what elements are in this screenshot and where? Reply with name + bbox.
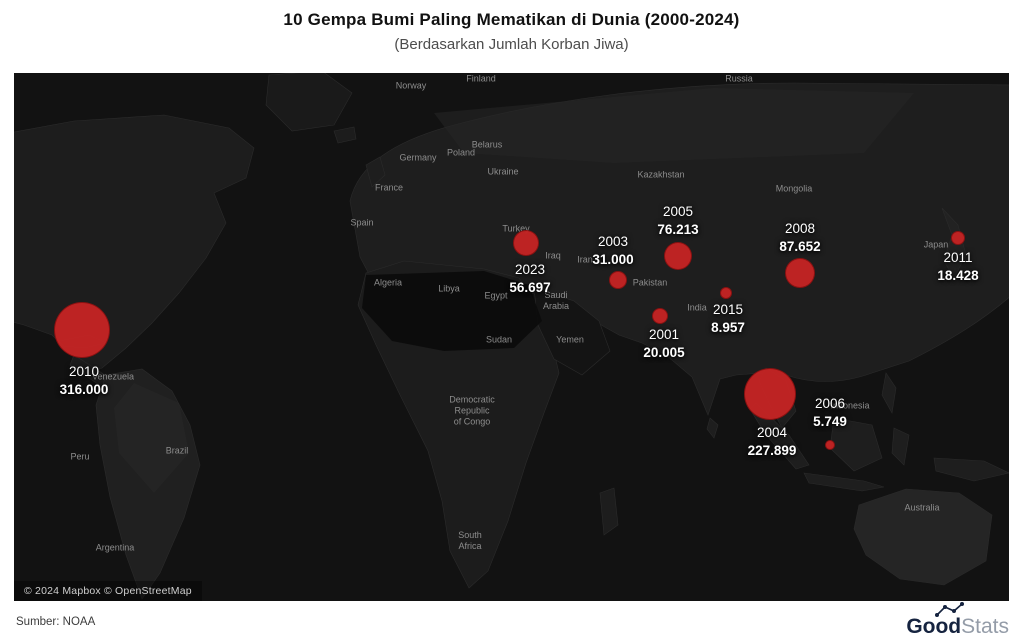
page-subtitle: (Berdasarkan Jumlah Korban Jiwa)	[394, 36, 629, 53]
terrain-shade-brazil	[114, 383, 189, 493]
landmass-new-guinea	[933, 457, 1009, 482]
terrain-shade-sahara	[362, 271, 542, 351]
quake-deaths: 87.652	[779, 239, 821, 254]
terrain-shade-russia	[434, 88, 914, 163]
landmass-sri-lanka	[706, 417, 719, 439]
landmass-greenland	[265, 73, 353, 132]
bubble-layer: 2010 316.000 2023 56.697 2003 31.000 2005 76.21…	[14, 73, 1009, 601]
goodstats-chart-icon	[935, 602, 965, 623]
landmass-madagascar	[599, 487, 619, 536]
quake-bubble-2005[interactable]	[664, 242, 692, 270]
quake-bubble-2008[interactable]	[785, 258, 815, 288]
quake-bubble-2015[interactable]	[720, 287, 732, 299]
landmass-philippines	[881, 372, 897, 414]
landmass-iceland	[333, 126, 357, 144]
landmass-uk	[365, 156, 386, 188]
quake-deaths: 18.428	[937, 268, 979, 283]
landmass-sulawesi	[891, 427, 910, 466]
quake-bubble-2010[interactable]	[54, 302, 110, 358]
world-map-svg	[14, 73, 1009, 601]
landmass-australia	[853, 488, 993, 586]
landmass-south-america	[95, 368, 201, 600]
quake-bubble-2023[interactable]	[513, 230, 539, 256]
landmass-arabia	[533, 287, 611, 376]
quake-label-2001: 2001 20.005	[643, 326, 684, 362]
quake-bubble-2003[interactable]	[609, 271, 627, 289]
quake-label-2011: 2011 18.428	[937, 249, 978, 285]
quake-bubble-2006[interactable]	[825, 440, 835, 450]
quake-label-2008: 2008 87.652	[779, 220, 820, 256]
data-source: Sumber: NOAA	[16, 616, 96, 628]
quake-deaths: 20.005	[643, 345, 685, 360]
quake-year: 2001	[648, 327, 680, 342]
quake-deaths: 227.899	[747, 443, 797, 458]
world-map[interactable]: Norway Finland Russia Germany Poland Belarus U…	[14, 73, 1009, 601]
quake-deaths: 5.749	[813, 414, 847, 429]
quake-label-2015: 2015 8.957	[711, 301, 745, 337]
goodstats-logo: GoodStats	[879, 600, 1009, 640]
quake-year: 2015	[712, 302, 744, 317]
brand-stats: Stats	[961, 615, 1009, 638]
map-attribution[interactable]: © 2024 Mapbox © OpenStreetMap	[14, 581, 202, 601]
goodstats-wordmark: GoodStats	[906, 616, 1009, 638]
quake-deaths: 56.697	[509, 280, 551, 295]
quake-deaths: 76.213	[657, 222, 699, 237]
quake-bubble-2011[interactable]	[951, 231, 965, 245]
chart-header: 10 Gempa Bumi Paling Mematikan di Dunia …	[0, 10, 1023, 53]
quake-label-2023: 2023 56.697	[509, 261, 550, 297]
quake-label-2003: 2003 31.000	[592, 233, 633, 269]
quake-deaths: 8.957	[711, 320, 745, 335]
quake-year: 2006	[814, 396, 846, 411]
quake-year: 2011	[943, 250, 973, 265]
quake-bubble-2004[interactable]	[744, 368, 796, 420]
quake-bubble-2001[interactable]	[652, 308, 668, 324]
quake-year: 2003	[597, 234, 629, 249]
landmass-java	[803, 472, 885, 492]
quake-deaths: 316.000	[59, 382, 109, 397]
quake-label-2005: 2005 76.213	[657, 203, 698, 239]
quake-year: 2023	[514, 262, 546, 277]
quake-year: 2005	[662, 204, 694, 219]
page-title: 10 Gempa Bumi Paling Mematikan di Dunia …	[283, 10, 740, 29]
quake-label-2006: 2006 5.749	[813, 395, 847, 431]
quake-label-2010: 2010 316.000	[60, 363, 109, 399]
quake-label-2004: 2004 227.899	[748, 424, 797, 460]
quake-year: 2004	[756, 425, 788, 440]
brand-good: Good	[906, 615, 962, 638]
quake-year: 2010	[68, 364, 100, 379]
quake-deaths: 31.000	[592, 252, 634, 267]
quake-year: 2008	[784, 221, 816, 236]
